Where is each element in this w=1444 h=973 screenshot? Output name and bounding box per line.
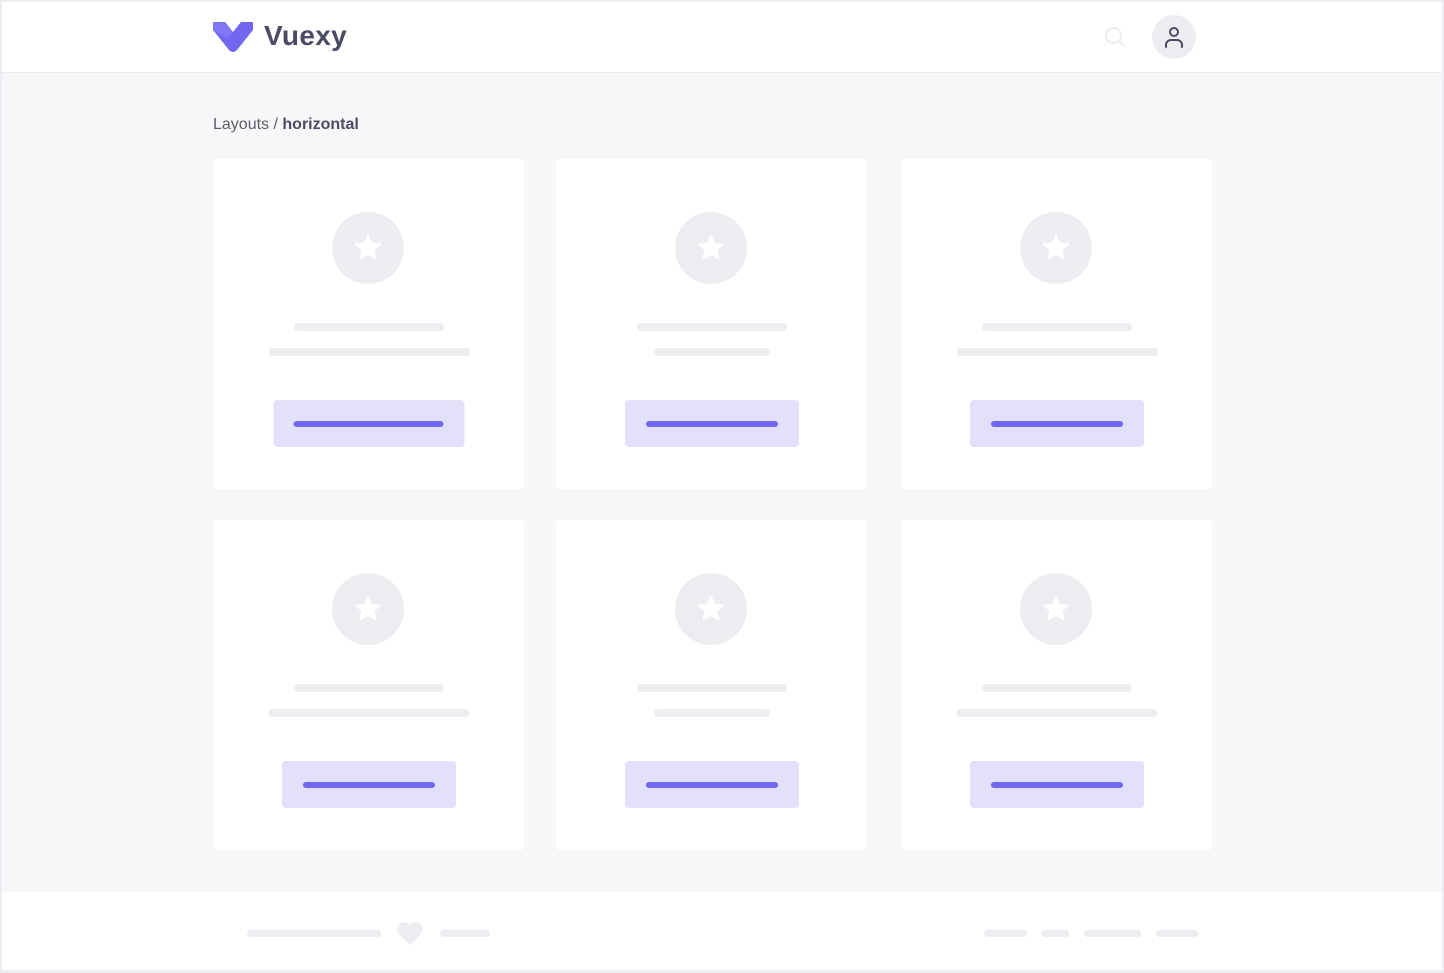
card-button[interactable] (969, 400, 1144, 447)
star-icon (697, 233, 725, 260)
breadcrumb-current: horizontal (282, 116, 359, 133)
button-label-placeholder (302, 781, 435, 788)
card-icon-circle (332, 212, 404, 284)
card-icon-circle (675, 212, 747, 284)
brand-name[interactable]: Vuexy (264, 20, 347, 51)
button-label-placeholder (293, 420, 444, 427)
card-title-placeholder (636, 323, 787, 331)
user-icon (1165, 27, 1183, 48)
footer-link-placeholder[interactable] (1041, 930, 1069, 937)
star-icon (1042, 233, 1070, 260)
star-icon (697, 594, 725, 621)
card-icon-circle (1020, 573, 1092, 645)
footer (2, 892, 1442, 970)
card-icon-circle (332, 573, 404, 645)
card-button[interactable] (281, 761, 456, 808)
footer-link-placeholder[interactable] (1084, 930, 1141, 937)
placeholder-card (213, 159, 524, 489)
card-title-placeholder (981, 323, 1132, 331)
placeholder-card (901, 159, 1212, 489)
button-label-placeholder (645, 781, 778, 788)
footer-text-placeholder (440, 930, 490, 937)
button-label-placeholder (990, 420, 1123, 427)
placeholder-card (556, 520, 867, 850)
vuexy-logo-icon[interactable] (213, 22, 253, 52)
card-icon-circle (675, 573, 747, 645)
card-text-placeholder (268, 709, 469, 717)
card-text-placeholder (653, 709, 770, 717)
card-title-placeholder (293, 323, 444, 331)
footer-link-placeholder[interactable] (1156, 930, 1198, 937)
card-text-placeholder (653, 348, 770, 356)
search-icon[interactable] (1104, 26, 1126, 48)
breadcrumb: Layouts / horizontal (213, 116, 359, 134)
header: Vuexy (2, 2, 1442, 73)
card-title-placeholder (981, 684, 1132, 692)
user-avatar[interactable] (1152, 15, 1196, 59)
star-icon (354, 233, 382, 260)
card-text-placeholder (956, 348, 1157, 356)
star-icon (354, 594, 382, 621)
placeholder-card (213, 520, 524, 850)
placeholder-card (901, 520, 1212, 850)
card-button[interactable] (624, 400, 799, 447)
card-button[interactable] (969, 761, 1144, 808)
card-icon-circle (1020, 212, 1092, 284)
breadcrumb-separator: / (269, 116, 283, 133)
placeholder-card (556, 159, 867, 489)
button-label-placeholder (645, 420, 778, 427)
button-label-placeholder (990, 781, 1123, 788)
breadcrumb-parent[interactable]: Layouts (213, 116, 270, 133)
card-text-placeholder (956, 709, 1157, 717)
card-button[interactable] (624, 761, 799, 808)
card-text-placeholder (268, 348, 469, 356)
card-title-placeholder (636, 684, 787, 692)
card-title-placeholder (293, 684, 444, 692)
footer-text-placeholder (247, 930, 381, 937)
card-button[interactable] (273, 400, 464, 447)
star-icon (1042, 594, 1070, 621)
heart-icon (397, 922, 423, 945)
footer-link-placeholder[interactable] (984, 930, 1027, 937)
